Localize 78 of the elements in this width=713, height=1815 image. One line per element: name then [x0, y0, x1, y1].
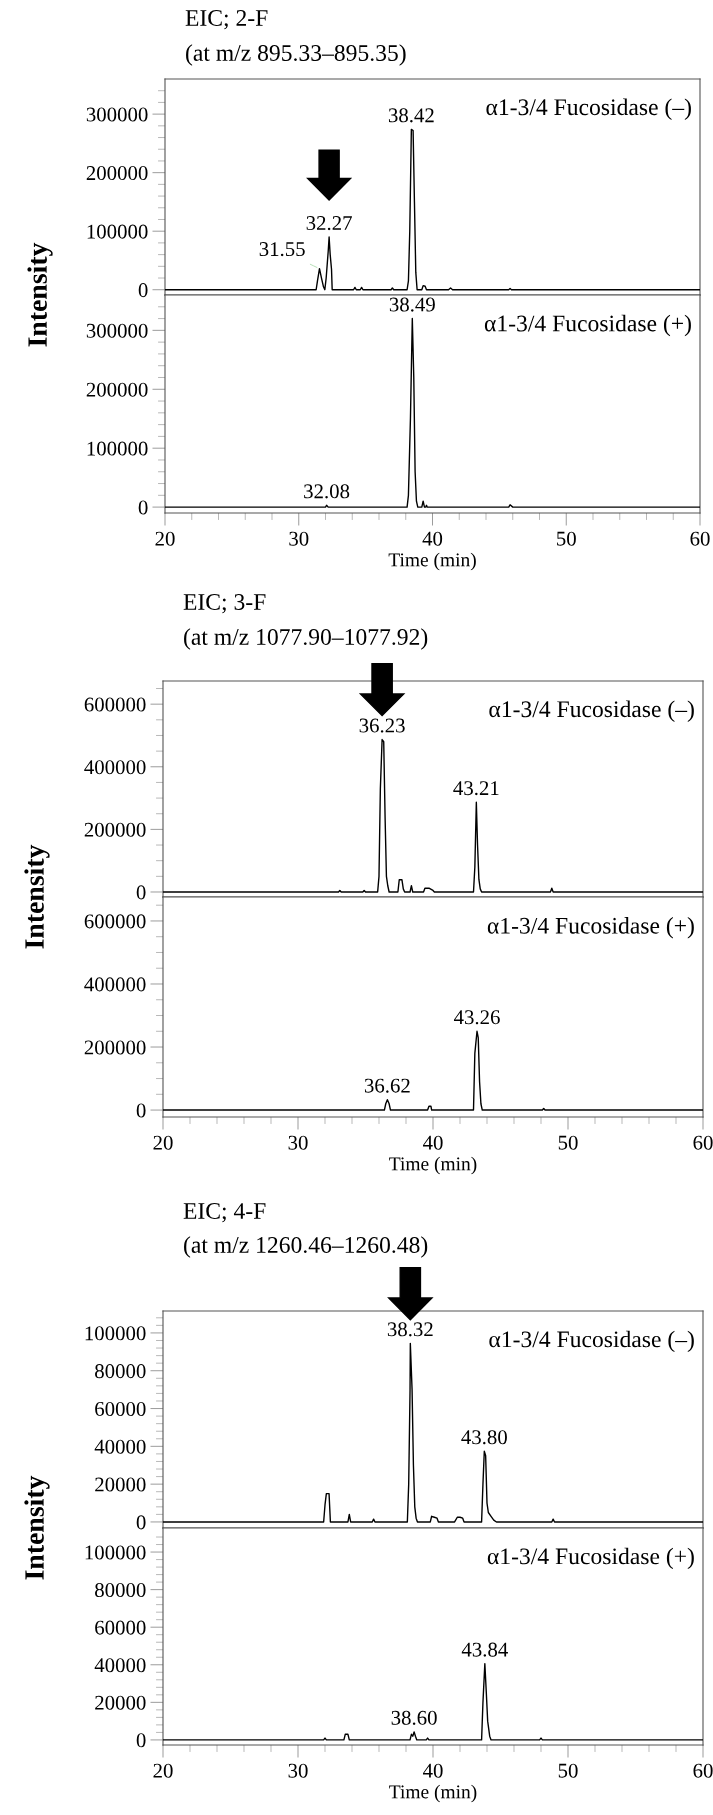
annotation: 38.32: [387, 1322, 433, 1337]
y-tick-label: 0: [136, 885, 146, 900]
annotation: 31.55: [259, 242, 305, 257]
y-tick-label: 600000: [84, 914, 146, 929]
x-axis-title: Time (min): [388, 552, 476, 571]
annotation: 36.62: [364, 1078, 410, 1093]
y-tick-label: 400000: [84, 977, 146, 992]
y-tick-label: 80000: [95, 1583, 146, 1598]
y-tick-label: 80000: [95, 1364, 146, 1379]
y-tick-label: 0: [136, 1103, 146, 1118]
y-tick-label: 100000: [85, 1545, 146, 1560]
x-tick-label: 20: [153, 1763, 173, 1778]
x-tick-label: 50: [558, 1135, 578, 1150]
chart-subtitle: (at m/z 1077.90–1077.92): [184, 628, 428, 650]
y-tick-label: 20000: [95, 1477, 146, 1492]
x-axis-title: Time (min): [389, 1156, 477, 1175]
x-tick-label: 30: [288, 1135, 308, 1150]
y-tick-label: 40000: [94, 1658, 146, 1673]
x-tick-label: 20: [153, 1135, 173, 1150]
y-tick-label: 400000: [84, 760, 146, 775]
annotation: 36.23: [359, 718, 405, 733]
y-axis-title: Intensity: [27, 242, 53, 347]
x-tick-label: 30: [288, 1763, 308, 1778]
chart-title: EIC; 2-F: [185, 10, 268, 30]
x-tick-label: 50: [557, 531, 576, 546]
x-tick-label: 60: [693, 1135, 713, 1150]
y-tick-label: 200000: [86, 382, 148, 397]
y-tick-label: 60000: [95, 1401, 146, 1416]
line-series: [163, 1030, 703, 1111]
annotation: α1-3/4 Fucosidase (+): [484, 314, 691, 337]
y-tick-label: 0: [136, 1515, 146, 1530]
y-tick-label: 40000: [94, 1439, 146, 1454]
x-tick-label: 30: [289, 531, 309, 546]
y-tick-label: 20000: [95, 1695, 146, 1710]
annotation: α1-3/4 Fucosidase (+): [487, 1547, 694, 1570]
y-tick-label: 100000: [87, 224, 148, 239]
x-tick-label: 60: [693, 1763, 713, 1778]
y-tick-label: 600000: [84, 697, 146, 712]
x-tick-label: 40: [422, 1135, 443, 1150]
line-series: [163, 738, 703, 893]
annotation: 43.26: [453, 1010, 500, 1025]
x-tick-label: 20: [155, 531, 175, 546]
y-tick-label: 300000: [86, 323, 148, 338]
annotation: α1-3/4 Fucosidase (–): [486, 98, 691, 120]
annotation: α1-3/4 Fucosidase (–): [489, 1330, 694, 1353]
chart-title: EIC; 3-F: [183, 594, 266, 614]
x-tick-label: 60: [690, 531, 710, 546]
x-tick-label: 50: [558, 1763, 578, 1778]
annotation: 32.08: [304, 484, 350, 499]
x-tick-label: 40: [422, 531, 443, 546]
chart-subtitle: (at m/z 1260.46–1260.48): [184, 1236, 428, 1258]
y-tick-label: 60000: [95, 1620, 146, 1635]
chart-title: EIC; 4-F: [183, 1203, 266, 1223]
y-tick-label: 300000: [86, 107, 148, 122]
y-tick-label: 0: [138, 500, 148, 515]
y-axis-title: Intensity: [24, 844, 50, 949]
y-tick-label: 0: [138, 283, 148, 298]
y-tick-label: 100000: [85, 1326, 146, 1341]
x-tick-label: 40: [422, 1763, 443, 1778]
x-axis-title: Time (min): [389, 1784, 477, 1803]
line-series: [163, 1662, 703, 1741]
y-tick-label: 200000: [86, 166, 148, 181]
line-series: [165, 128, 700, 291]
annotation: 38.49: [389, 297, 435, 312]
chart-subtitle: (at m/z 895.33–895.35): [186, 44, 406, 66]
annotation: α1-3/4 Fucosidase (–): [489, 700, 694, 722]
y-tick-label: 100000: [87, 441, 148, 456]
y-tick-label: 0: [136, 1733, 146, 1748]
y-tick-label: 200000: [84, 1040, 146, 1055]
annotation: 38.60: [391, 1710, 437, 1725]
annotation: α1-3/4 Fucosidase (+): [487, 917, 694, 939]
annotation: 43.80: [461, 1430, 507, 1445]
annotation: 38.42: [388, 108, 434, 123]
annotation: 43.84: [461, 1642, 508, 1657]
annotation: 32.27: [306, 216, 352, 231]
y-tick-label: 200000: [84, 822, 146, 837]
y-axis-title: Intensity: [24, 1475, 50, 1580]
annotation: 43.21: [453, 781, 499, 796]
